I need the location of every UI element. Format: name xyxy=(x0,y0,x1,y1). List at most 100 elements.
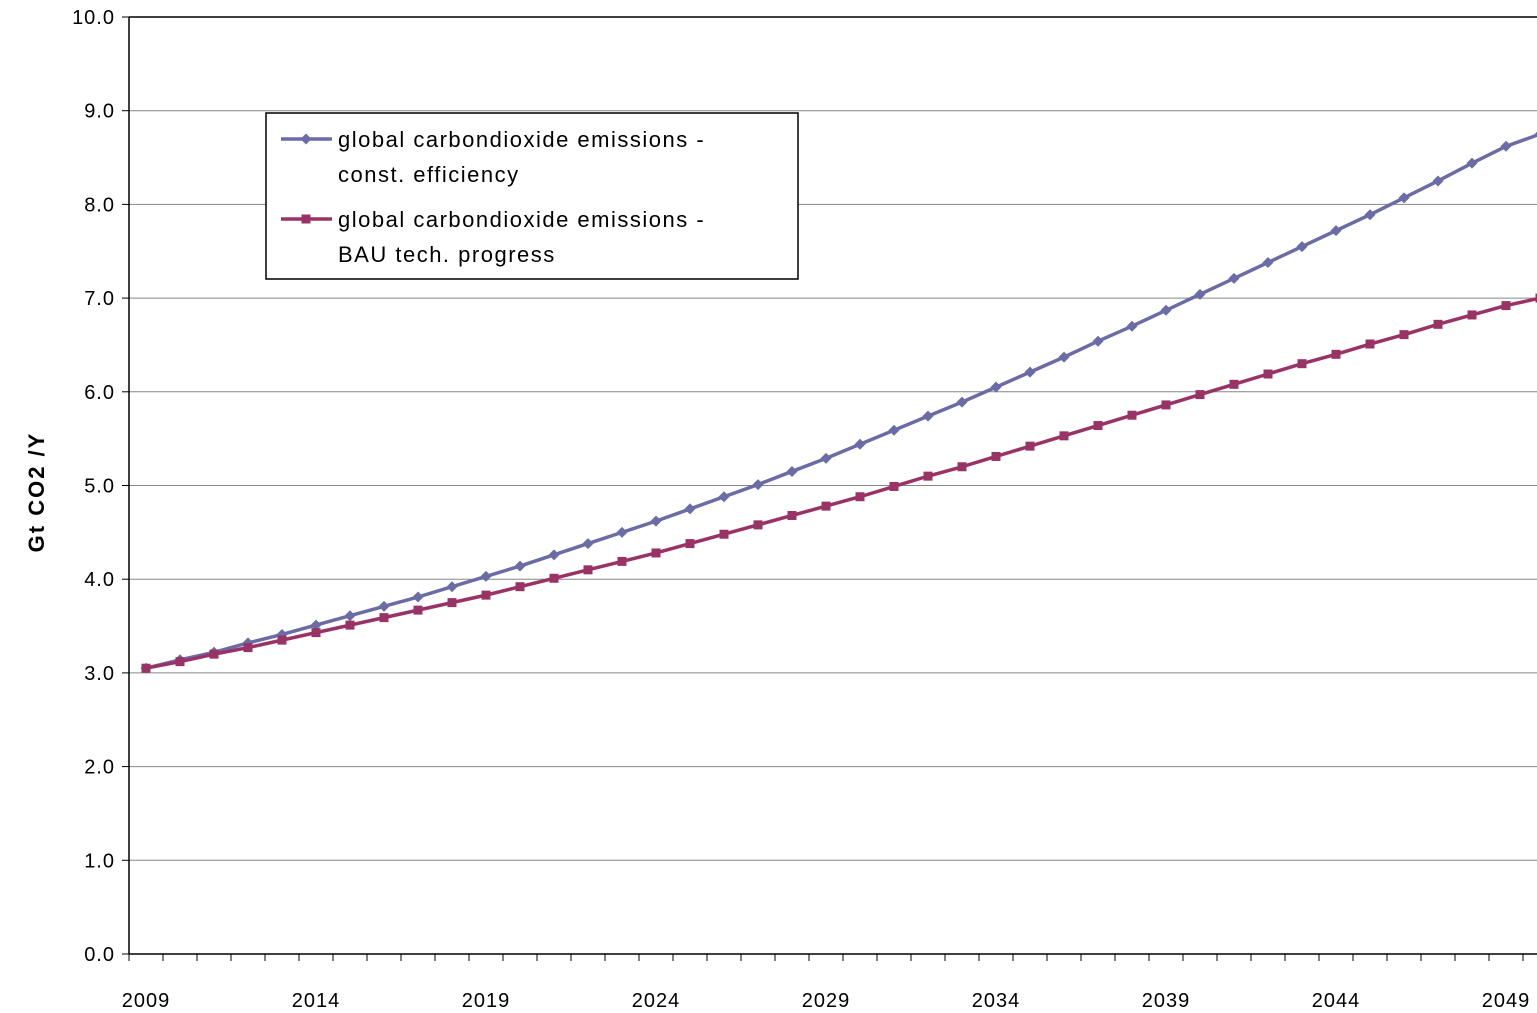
data-point-square xyxy=(379,613,389,623)
data-point-square xyxy=(1229,379,1239,389)
data-point-square xyxy=(209,649,219,659)
data-point-diamond xyxy=(1500,140,1512,152)
data-point-diamond xyxy=(1126,320,1138,332)
legend: global carbondioxide emissions - const. e… xyxy=(265,112,799,280)
series-1 xyxy=(140,131,1537,674)
data-point-diamond xyxy=(1364,209,1376,221)
y-tick-label: 1.0 xyxy=(84,850,115,872)
series-line xyxy=(145,296,1537,670)
data-point-diamond xyxy=(1058,351,1070,363)
series-2 xyxy=(141,293,1537,673)
data-point-diamond xyxy=(1160,304,1172,316)
data-point-diamond xyxy=(1194,288,1206,300)
data-point-square xyxy=(923,471,933,481)
data-point-diamond xyxy=(1398,192,1410,204)
data-point-square xyxy=(889,481,899,491)
data-point-square xyxy=(1535,293,1537,303)
y-tick-label: 10.0 xyxy=(72,7,115,29)
y-tick-label: 5.0 xyxy=(84,476,115,498)
data-point-square xyxy=(549,573,559,583)
data-point-diamond xyxy=(786,465,798,477)
data-point-square xyxy=(617,556,627,566)
data-point-diamond xyxy=(1024,366,1036,378)
data-point-square xyxy=(1467,310,1477,320)
legend-box xyxy=(265,112,799,280)
legend-label: global carbondioxide emissions - xyxy=(338,207,705,232)
y-tick-label: 3.0 xyxy=(84,663,115,685)
data-point-square xyxy=(481,590,491,600)
x-tick-label: 2049 xyxy=(1482,990,1531,1012)
x-tick-label: 2019 xyxy=(462,990,511,1012)
y-tick-label: 6.0 xyxy=(84,382,115,404)
legend-label: BAU tech. progress xyxy=(338,242,556,267)
data-point-square xyxy=(821,501,831,511)
legend-entry-1: global carbondioxide emissions - const. e… xyxy=(281,127,705,187)
data-point-square xyxy=(1501,301,1511,311)
data-point-square xyxy=(855,492,865,502)
data-point-diamond xyxy=(616,526,628,538)
data-point-square xyxy=(141,663,151,673)
data-point-diamond xyxy=(582,538,594,550)
data-point-square xyxy=(651,548,661,558)
data-point-diamond xyxy=(752,479,764,491)
data-point-square xyxy=(1433,319,1443,329)
data-point-diamond xyxy=(854,438,866,450)
data-point-square xyxy=(957,462,967,472)
x-axis-ticks: 2009 2014 2019 2024 2029 2034 2039 2044 2049 xyxy=(122,954,1531,1012)
x-tick-label: 2029 xyxy=(802,990,851,1012)
data-point-diamond xyxy=(1466,157,1478,169)
data-point-diamond xyxy=(344,610,356,622)
data-point-square xyxy=(1161,400,1171,410)
y-tick-label: 9.0 xyxy=(84,101,115,123)
data-point-square xyxy=(515,582,525,592)
data-point-square xyxy=(1127,410,1137,420)
data-point-diamond xyxy=(548,549,560,561)
data-point-square xyxy=(447,598,457,608)
data-point-diamond xyxy=(1432,175,1444,187)
data-point-diamond xyxy=(990,381,1002,393)
data-point-square xyxy=(787,510,797,520)
data-point-diamond xyxy=(1534,131,1537,137)
data-point-diamond xyxy=(718,491,730,503)
data-point-square xyxy=(311,628,321,638)
data-point-square xyxy=(583,565,593,575)
data-point-diamond xyxy=(300,133,312,145)
series-line xyxy=(145,133,1537,670)
data-point-diamond xyxy=(888,424,900,436)
data-point-square xyxy=(345,620,355,630)
data-point-diamond xyxy=(480,570,492,582)
data-point-diamond xyxy=(378,600,390,612)
data-point-square xyxy=(1195,390,1205,400)
data-point-diamond xyxy=(412,591,424,603)
data-point-square xyxy=(243,643,253,653)
y-tick-label: 0.0 xyxy=(84,944,115,966)
data-point-diamond xyxy=(1092,335,1104,347)
x-tick-label: 2009 xyxy=(122,990,171,1012)
x-tick-label: 2044 xyxy=(1312,990,1361,1012)
data-point-diamond xyxy=(446,581,458,593)
data-point-diamond xyxy=(514,560,526,572)
data-point-square xyxy=(1399,330,1409,340)
legend-label: const. efficiency xyxy=(338,162,520,187)
legend-label: global carbondioxide emissions - xyxy=(338,127,705,152)
data-point-square xyxy=(175,657,185,667)
data-point-square xyxy=(685,539,695,549)
data-point-square xyxy=(1093,421,1103,431)
y-axis-tick-labels: 0.0 1.0 2.0 3.0 4.0 5.0 6.0 7.0 8.0 9.0 10.0 xyxy=(72,7,129,966)
data-point-square xyxy=(1025,441,1035,451)
legend-entry-2: global carbondioxide emissions - BAU tech… xyxy=(281,207,705,267)
y-axis-title: Gt CO2 /Y xyxy=(24,432,49,553)
data-point-diamond xyxy=(1296,241,1308,253)
data-point-diamond xyxy=(310,619,322,631)
data-point-diamond xyxy=(922,410,934,422)
data-point-square xyxy=(1365,339,1375,349)
data-point-square xyxy=(413,605,423,615)
data-series xyxy=(140,131,1537,674)
data-point-square xyxy=(1331,349,1341,359)
data-point-square xyxy=(301,214,311,224)
data-point-square xyxy=(991,451,1001,461)
axes xyxy=(128,16,1537,955)
y-tick-label: 2.0 xyxy=(84,757,115,779)
y-tick-label: 4.0 xyxy=(84,569,115,591)
